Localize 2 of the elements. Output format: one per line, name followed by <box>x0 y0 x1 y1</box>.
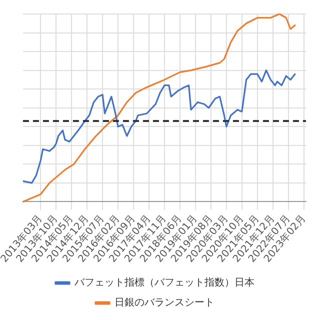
legend-label: バフェット指標（バフェット指数）日本 <box>74 276 254 289</box>
legend-label: 日銀のバランスシート <box>114 298 214 309</box>
